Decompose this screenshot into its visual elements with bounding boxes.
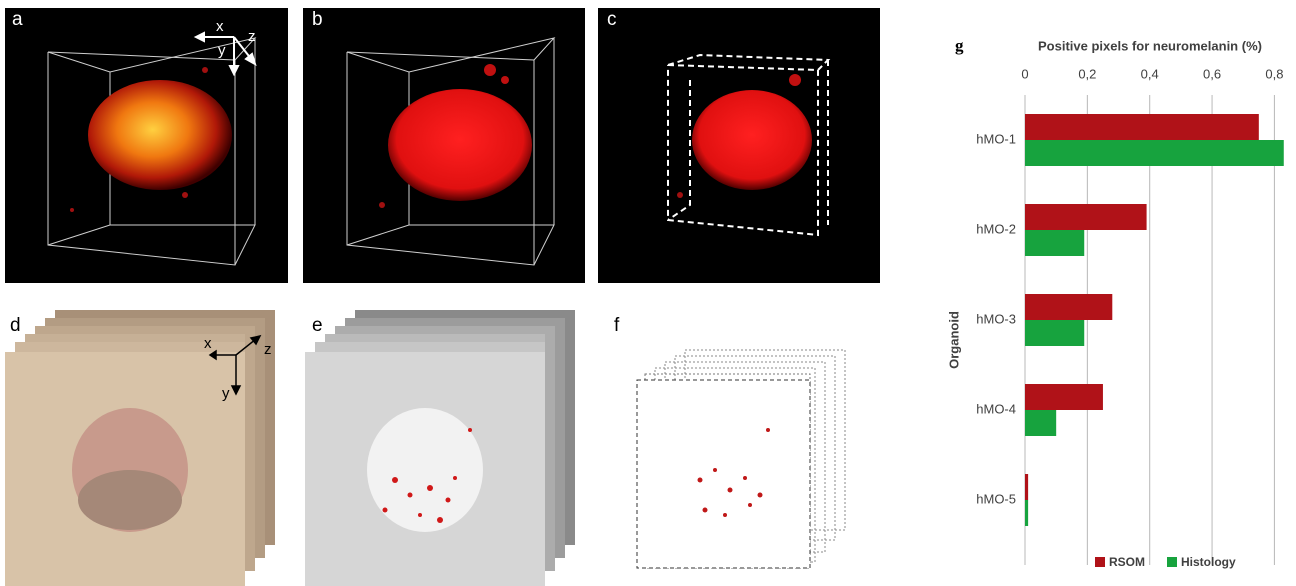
panel-label: d [10, 315, 21, 336]
x-tick-label: 0,6 [1203, 66, 1221, 81]
panel-label: g [955, 36, 964, 55]
axis-label: x [216, 18, 224, 35]
axis-label: x [204, 335, 212, 352]
bar [1025, 410, 1056, 436]
axis-label: z [264, 341, 272, 358]
panel-f-image [637, 350, 845, 568]
bar [1025, 320, 1084, 346]
y-axis-label: Organoid [946, 311, 961, 369]
x-tick-label: 0,4 [1141, 66, 1159, 81]
bar [1025, 204, 1147, 230]
panel-label: e [312, 315, 323, 336]
bar-chart: 0 0,2 0,4 0,6 0,8 hMO-1 hMO-2 hMO-3 hMO-4 hMO-5 RS… [976, 66, 1283, 569]
legend-label: RSOM [1109, 555, 1145, 569]
y-tick-label: hMO-1 [976, 131, 1016, 146]
panel-d-image [5, 310, 275, 586]
axis-label: z [248, 28, 256, 45]
bar [1025, 294, 1112, 320]
axis-label: y [218, 42, 226, 59]
bar [1025, 500, 1028, 526]
chart-title: Positive pixels for neuromelanin (%) [1038, 38, 1262, 53]
panel-label: b [312, 9, 323, 30]
y-tick-label: hMO-3 [976, 311, 1016, 326]
x-tick-label: 0,8 [1265, 66, 1283, 81]
panel-label: a [12, 9, 23, 30]
panel-label: c [607, 9, 617, 30]
panel-a-image [5, 8, 288, 283]
figure: a x y z b c [0, 0, 1296, 586]
x-tick-label: 0,2 [1078, 66, 1096, 81]
y-tick-label: hMO-5 [976, 491, 1016, 506]
bar [1025, 384, 1103, 410]
panel-e-image [305, 310, 575, 586]
y-tick-label: hMO-4 [976, 401, 1016, 416]
bar [1025, 140, 1284, 166]
panel-label: f [614, 315, 620, 336]
bar [1025, 114, 1259, 140]
y-tick-label: hMO-2 [976, 221, 1016, 236]
bar [1025, 474, 1028, 500]
axis-label: y [222, 385, 230, 402]
x-tick-label: 0 [1021, 66, 1028, 81]
panel-b-image [303, 8, 585, 283]
legend-swatch [1095, 557, 1105, 567]
bar [1025, 230, 1084, 256]
legend-label: Histology [1181, 555, 1236, 569]
panel-c-image [598, 8, 880, 283]
legend-swatch [1167, 557, 1177, 567]
